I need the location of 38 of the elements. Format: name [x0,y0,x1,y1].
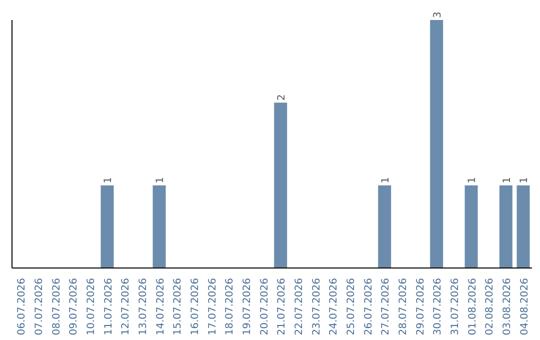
x-tick-label: 19.07.2026 [242,278,253,336]
x-tick-label: 17.07.2026 [207,278,218,336]
x-tick-label: 21.07.2026 [276,278,288,336]
x-tick-label: 15.07.2026 [172,278,184,336]
x-tick-label: 22.07.2026 [294,278,305,336]
x-tick-label: 11.07.2026 [103,278,114,336]
data-label: 1 [502,176,513,184]
x-tick-label: 06.07.2026 [16,278,28,336]
x-tick-label: 13.07.2026 [138,278,149,336]
x-tick-label: 18.07.2026 [224,278,236,336]
x-tick-label: 09.07.2026 [68,278,80,336]
x-tick-label: 20.07.2026 [259,278,270,336]
x-tick-label: 30.07.2026 [432,278,444,336]
x-tick-label: 31.07.2026 [450,278,461,336]
data-label: 1 [380,176,392,184]
x-tick-label: 08.07.2026 [51,278,62,336]
data-label: 1 [519,176,530,184]
x-tick-label: 07.07.2026 [34,278,45,336]
x-tick-label: 29.07.2026 [415,278,426,336]
x-tick-label: 03.08.2026 [502,278,513,336]
data-label: 3 [432,12,444,18]
x-tick-label: 24.07.2026 [328,278,340,336]
x-tick-label: 10.07.2026 [86,278,97,336]
data-label: 2 [276,94,288,101]
data-label: 1 [155,176,166,184]
x-tick-label: 12.07.2026 [120,278,132,336]
data-label: 1 [467,176,478,184]
x-tick-label: 02.08.2026 [484,278,496,336]
x-tick-label: 14.07.2026 [155,278,166,336]
x-tick-label: 27.07.2026 [380,278,392,336]
x-tick-label: 25.07.2026 [346,278,357,336]
x-tick-label: 16.07.2026 [190,278,201,336]
data-label: 1 [103,176,114,184]
x-tick-label: 26.07.2026 [363,278,374,336]
x-tick-label: 28.07.2026 [398,278,409,336]
x-tick-label: 23.07.2026 [311,278,322,336]
x-tick-label: 01.08.2026 [467,278,478,336]
x-tick-label: 04.08.2026 [519,278,530,336]
